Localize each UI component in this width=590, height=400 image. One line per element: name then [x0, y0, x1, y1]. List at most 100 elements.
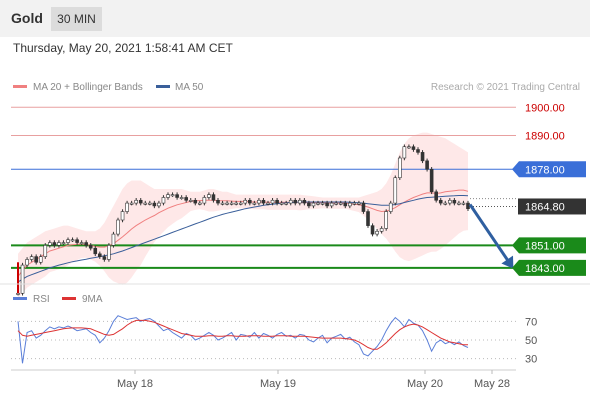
- price-candle: [216, 199, 220, 204]
- price-candle: [452, 199, 457, 204]
- rsi-legend: RSI 9MA: [13, 294, 103, 305]
- price-candle: [261, 199, 266, 204]
- level-label: 1890.00: [525, 130, 565, 142]
- ma20-legend-swatch: [13, 85, 27, 88]
- price-candle: [143, 202, 148, 205]
- price-candle: [343, 202, 348, 207]
- price-candle: [416, 149, 420, 153]
- price-candle: [220, 202, 225, 205]
- price-candle: [252, 202, 257, 205]
- price-candle: [466, 202, 470, 210]
- price-candle: [438, 199, 443, 204]
- price-candle: [457, 202, 461, 205]
- price-candle: [88, 245, 93, 249]
- price-candle: [238, 202, 243, 205]
- price-candle: [125, 202, 129, 212]
- price-candle: [429, 168, 434, 193]
- chart-legend: MA 20 + Bollinger Bands MA 50 Research ©…: [13, 82, 580, 93]
- x-tick-label: May 20: [407, 378, 443, 390]
- price-candle: [34, 256, 38, 263]
- level-label: 1851.00: [525, 240, 565, 252]
- x-tick-label: May 18: [117, 378, 153, 390]
- price-candle: [284, 202, 288, 205]
- report-datetime: Thursday, May 20, 2021 1:58:41 AM CET: [13, 41, 233, 55]
- rsi-legend-label: RSI: [33, 294, 50, 305]
- rsi-panel: 70 50 30: [11, 315, 537, 366]
- price-candle: [166, 194, 170, 198]
- price-candle: [138, 199, 143, 204]
- price-candle: [307, 202, 311, 207]
- ma50-legend-label: MA 50: [175, 82, 204, 93]
- price-candle: [148, 202, 152, 205]
- price-candle: [275, 199, 279, 204]
- price-candle: [288, 199, 293, 204]
- price-candle: [184, 197, 188, 201]
- price-candle: [120, 211, 125, 221]
- price-candle: [234, 202, 238, 205]
- price-candle: [98, 253, 102, 257]
- price-candle: [48, 242, 52, 246]
- price-candle: [52, 242, 57, 246]
- price-candle: [25, 259, 29, 266]
- x-tick-label: May 28: [474, 378, 510, 390]
- source-credit: Research © 2021 Trading Central: [431, 82, 580, 93]
- price-candle: [93, 247, 98, 255]
- ma20-line: [17, 189, 469, 277]
- price-candle: [111, 233, 116, 246]
- bollinger-band-area: [18, 132, 468, 299]
- price-candle: [20, 264, 25, 294]
- price-candle: [188, 199, 193, 202]
- price-candle: [384, 211, 388, 229]
- timeframe-button[interactable]: 30 MIN: [51, 7, 102, 31]
- price-candle: [279, 202, 284, 205]
- rsi-ma-legend-label: 9MA: [82, 294, 103, 305]
- price-candle: [320, 202, 325, 205]
- rsi-line: [17, 315, 469, 364]
- level-label: 1864.80: [525, 201, 565, 213]
- price-candle: [352, 202, 357, 205]
- price-candle: [448, 199, 452, 204]
- price-candle: [293, 199, 298, 204]
- price-candle: [266, 202, 270, 205]
- price-candle: [157, 202, 161, 207]
- price-candle: [129, 202, 134, 205]
- rsi-ma-line: [17, 319, 468, 350]
- price-candle: [161, 197, 166, 204]
- price-candle: [338, 202, 343, 205]
- price-candle: [311, 202, 316, 207]
- price-candle: [302, 199, 307, 204]
- forecast-arrow: [468, 203, 514, 269]
- level-label: 1843.00: [525, 263, 565, 275]
- price-candle: [398, 157, 402, 179]
- price-candle: [175, 194, 179, 198]
- level-label: 1900.00: [525, 102, 565, 114]
- rsi-tick-label: 70: [525, 316, 537, 328]
- price-candle: [43, 245, 48, 257]
- price-candle: [357, 202, 361, 205]
- price-candle: [257, 199, 261, 204]
- level-label: 1878.00: [525, 164, 565, 176]
- level-label-bg: [512, 259, 586, 276]
- arrow-head: [501, 255, 514, 269]
- level-labels: 1900.00 1890.00 1878.00 1864.80 1851.00 1843.…: [512, 102, 586, 276]
- price-candle: [375, 230, 379, 235]
- rsi-ma-legend-swatch: [62, 297, 76, 300]
- price-candle: [70, 239, 75, 242]
- price-candle: [443, 202, 448, 205]
- price-candle: [411, 146, 416, 150]
- price-candle: [66, 239, 70, 243]
- price-candle: [407, 146, 411, 149]
- price-candle: [202, 197, 207, 204]
- price-candle: [316, 202, 320, 205]
- moving-averages: [17, 189, 469, 283]
- price-candle: [248, 199, 252, 204]
- price-candle: [348, 202, 352, 207]
- instrument-title: Gold: [11, 10, 43, 26]
- price-candle: [334, 202, 338, 205]
- price-candle: [84, 242, 88, 246]
- price-candle: [198, 202, 202, 205]
- rsi-tick-label: 30: [525, 354, 537, 366]
- level-label-bg: [512, 161, 586, 178]
- price-candle: [420, 152, 425, 162]
